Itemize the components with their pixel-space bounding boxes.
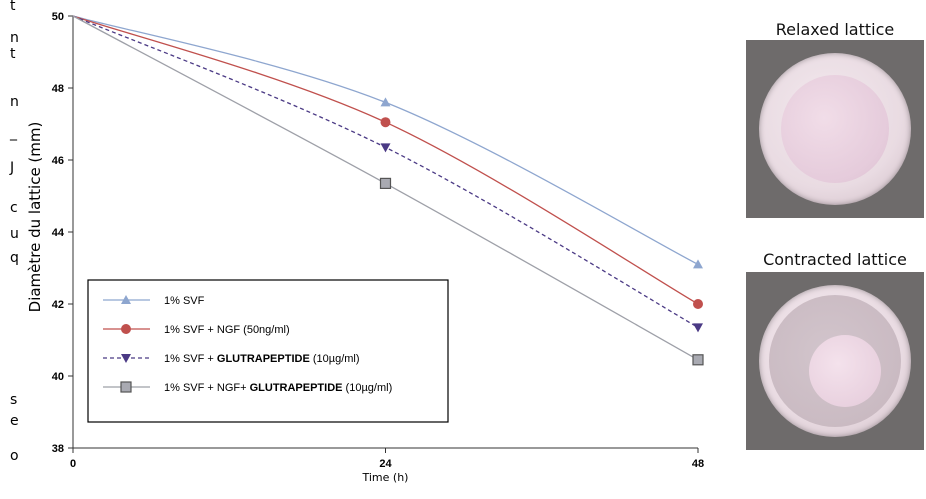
cropped-glyph: u xyxy=(10,226,19,242)
petri-dish xyxy=(759,285,911,437)
dish-medium xyxy=(769,295,901,427)
x-tick-label: 48 xyxy=(692,458,704,470)
series-line-2 xyxy=(72,15,699,305)
data-point-series-2 xyxy=(380,117,391,128)
data-point-series-1 xyxy=(380,97,391,107)
x-tick-label: 24 xyxy=(379,458,392,470)
legend-marker-3 xyxy=(121,354,131,363)
chart-axes: 38 40 42 44 46 48 50 0 24 48 Time (h) Diamètre du l… xyxy=(26,11,704,484)
y-tick-label: 40 xyxy=(52,371,64,383)
relaxed-lattice-label: Relaxed lattice xyxy=(775,20,895,39)
cropped-glyph: J xyxy=(9,160,14,176)
cropped-glyph: o xyxy=(10,448,19,464)
legend-marker-4 xyxy=(120,381,132,393)
data-point-series-3 xyxy=(380,143,391,153)
cropped-glyph: c xyxy=(10,200,18,216)
contracted-lattice-label: Contracted lattice xyxy=(763,250,907,269)
legend-box xyxy=(87,279,449,423)
cropped-glyph: t xyxy=(10,0,16,14)
chart-legend: 1% SVF 1% SVF + NGF (50ng/ml) 1% SVF + GLU… xyxy=(87,279,449,423)
data-point-series-4 xyxy=(379,177,392,189)
cropped-glyph: _ xyxy=(9,125,18,141)
contracted-lattice-photo xyxy=(746,272,924,450)
cropped-glyph: e xyxy=(10,413,19,429)
relaxed-lattice-photo xyxy=(746,40,924,218)
y-axis-title: Diamètre du lattice (mm) xyxy=(26,122,44,313)
contracted-gel xyxy=(809,335,881,407)
x-axis-title: Time (h) xyxy=(362,471,409,484)
data-point-series-2 xyxy=(693,299,703,309)
cropped-glyph: q xyxy=(10,250,19,266)
relaxed-gel xyxy=(781,75,889,183)
cropped-glyph: n xyxy=(10,30,19,46)
cropped-glyph: n xyxy=(10,94,19,110)
legend-label-2: 1% SVF + NGF (50ng/ml) xyxy=(164,324,290,336)
data-point-series-1 xyxy=(693,259,703,269)
x-tick-label: 0 xyxy=(70,458,76,470)
y-tick-label: 46 xyxy=(52,155,64,167)
cropped-glyph: s xyxy=(10,392,17,408)
petri-dish xyxy=(759,53,911,205)
y-tick-label: 44 xyxy=(52,227,65,239)
data-point-series-4 xyxy=(692,354,704,366)
legend-marker-1 xyxy=(121,295,131,304)
y-tick-label: 48 xyxy=(52,83,64,95)
legend-label-1: 1% SVF xyxy=(164,295,205,307)
chart-series xyxy=(72,15,704,366)
legend-label-3: 1% SVF + GLUTRAPEPTIDE (10µg/ml) xyxy=(164,353,360,365)
data-point-series-3 xyxy=(693,323,703,333)
legend-marker-2 xyxy=(121,324,131,334)
y-tick-label: 50 xyxy=(52,11,64,23)
cropped-glyph: t xyxy=(10,46,16,62)
legend-label-4: 1% SVF + NGF+ GLUTRAPEPTIDE (10µg/ml) xyxy=(164,382,392,394)
y-tick-label: 42 xyxy=(52,299,64,311)
y-tick-label: 38 xyxy=(52,443,64,455)
